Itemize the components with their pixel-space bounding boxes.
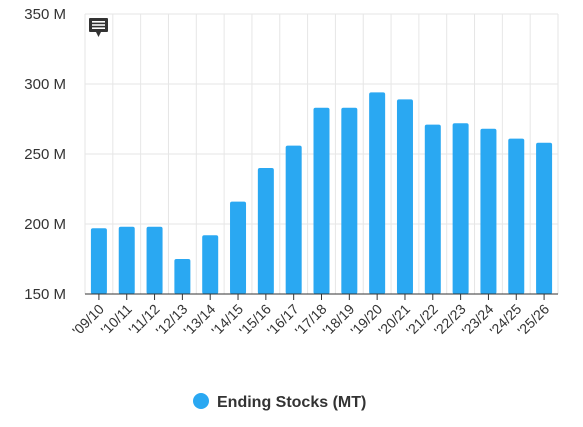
bar[interactable] <box>341 107 358 294</box>
y-tick-label: 200 M <box>24 216 66 233</box>
axes <box>85 293 558 300</box>
chat-bubble-icon[interactable] <box>89 18 108 37</box>
bar[interactable] <box>396 99 413 295</box>
x-axis-ticks: '09/10'10/11'11/12'12/13'13/14'14/15'15/… <box>69 301 552 339</box>
bar[interactable] <box>285 145 302 294</box>
y-axis-ticks: 150 M 200 M 250 M 300 M 350 M <box>24 6 66 303</box>
bar[interactable] <box>174 259 191 294</box>
legend-marker <box>193 393 209 409</box>
bar[interactable] <box>536 142 553 294</box>
bars <box>90 92 553 295</box>
y-tick-label: 300 M <box>24 76 66 93</box>
y-tick-label: 150 M <box>24 286 66 303</box>
x-tick-label: '10/11 <box>98 301 135 338</box>
grid <box>84 13 559 294</box>
bar[interactable] <box>452 123 469 294</box>
bar[interactable] <box>480 128 497 294</box>
bar[interactable] <box>146 226 163 294</box>
x-tick-label: '09/10 <box>69 301 107 339</box>
y-tick-label: 350 M <box>24 6 66 23</box>
bar[interactable] <box>230 201 247 294</box>
bar[interactable] <box>424 124 441 294</box>
bar[interactable] <box>202 235 219 294</box>
legend-label: Ending Stocks (MT) <box>217 394 366 411</box>
x-tick-label: '25/26 <box>514 301 552 339</box>
bar[interactable] <box>90 228 107 294</box>
bar[interactable] <box>118 226 135 294</box>
bar[interactable] <box>257 168 274 294</box>
bar[interactable] <box>508 138 525 294</box>
bar[interactable] <box>313 107 330 294</box>
legend[interactable]: Ending Stocks (MT) <box>193 393 366 411</box>
y-tick-label: 250 M <box>24 146 66 163</box>
bar[interactable] <box>369 92 386 295</box>
